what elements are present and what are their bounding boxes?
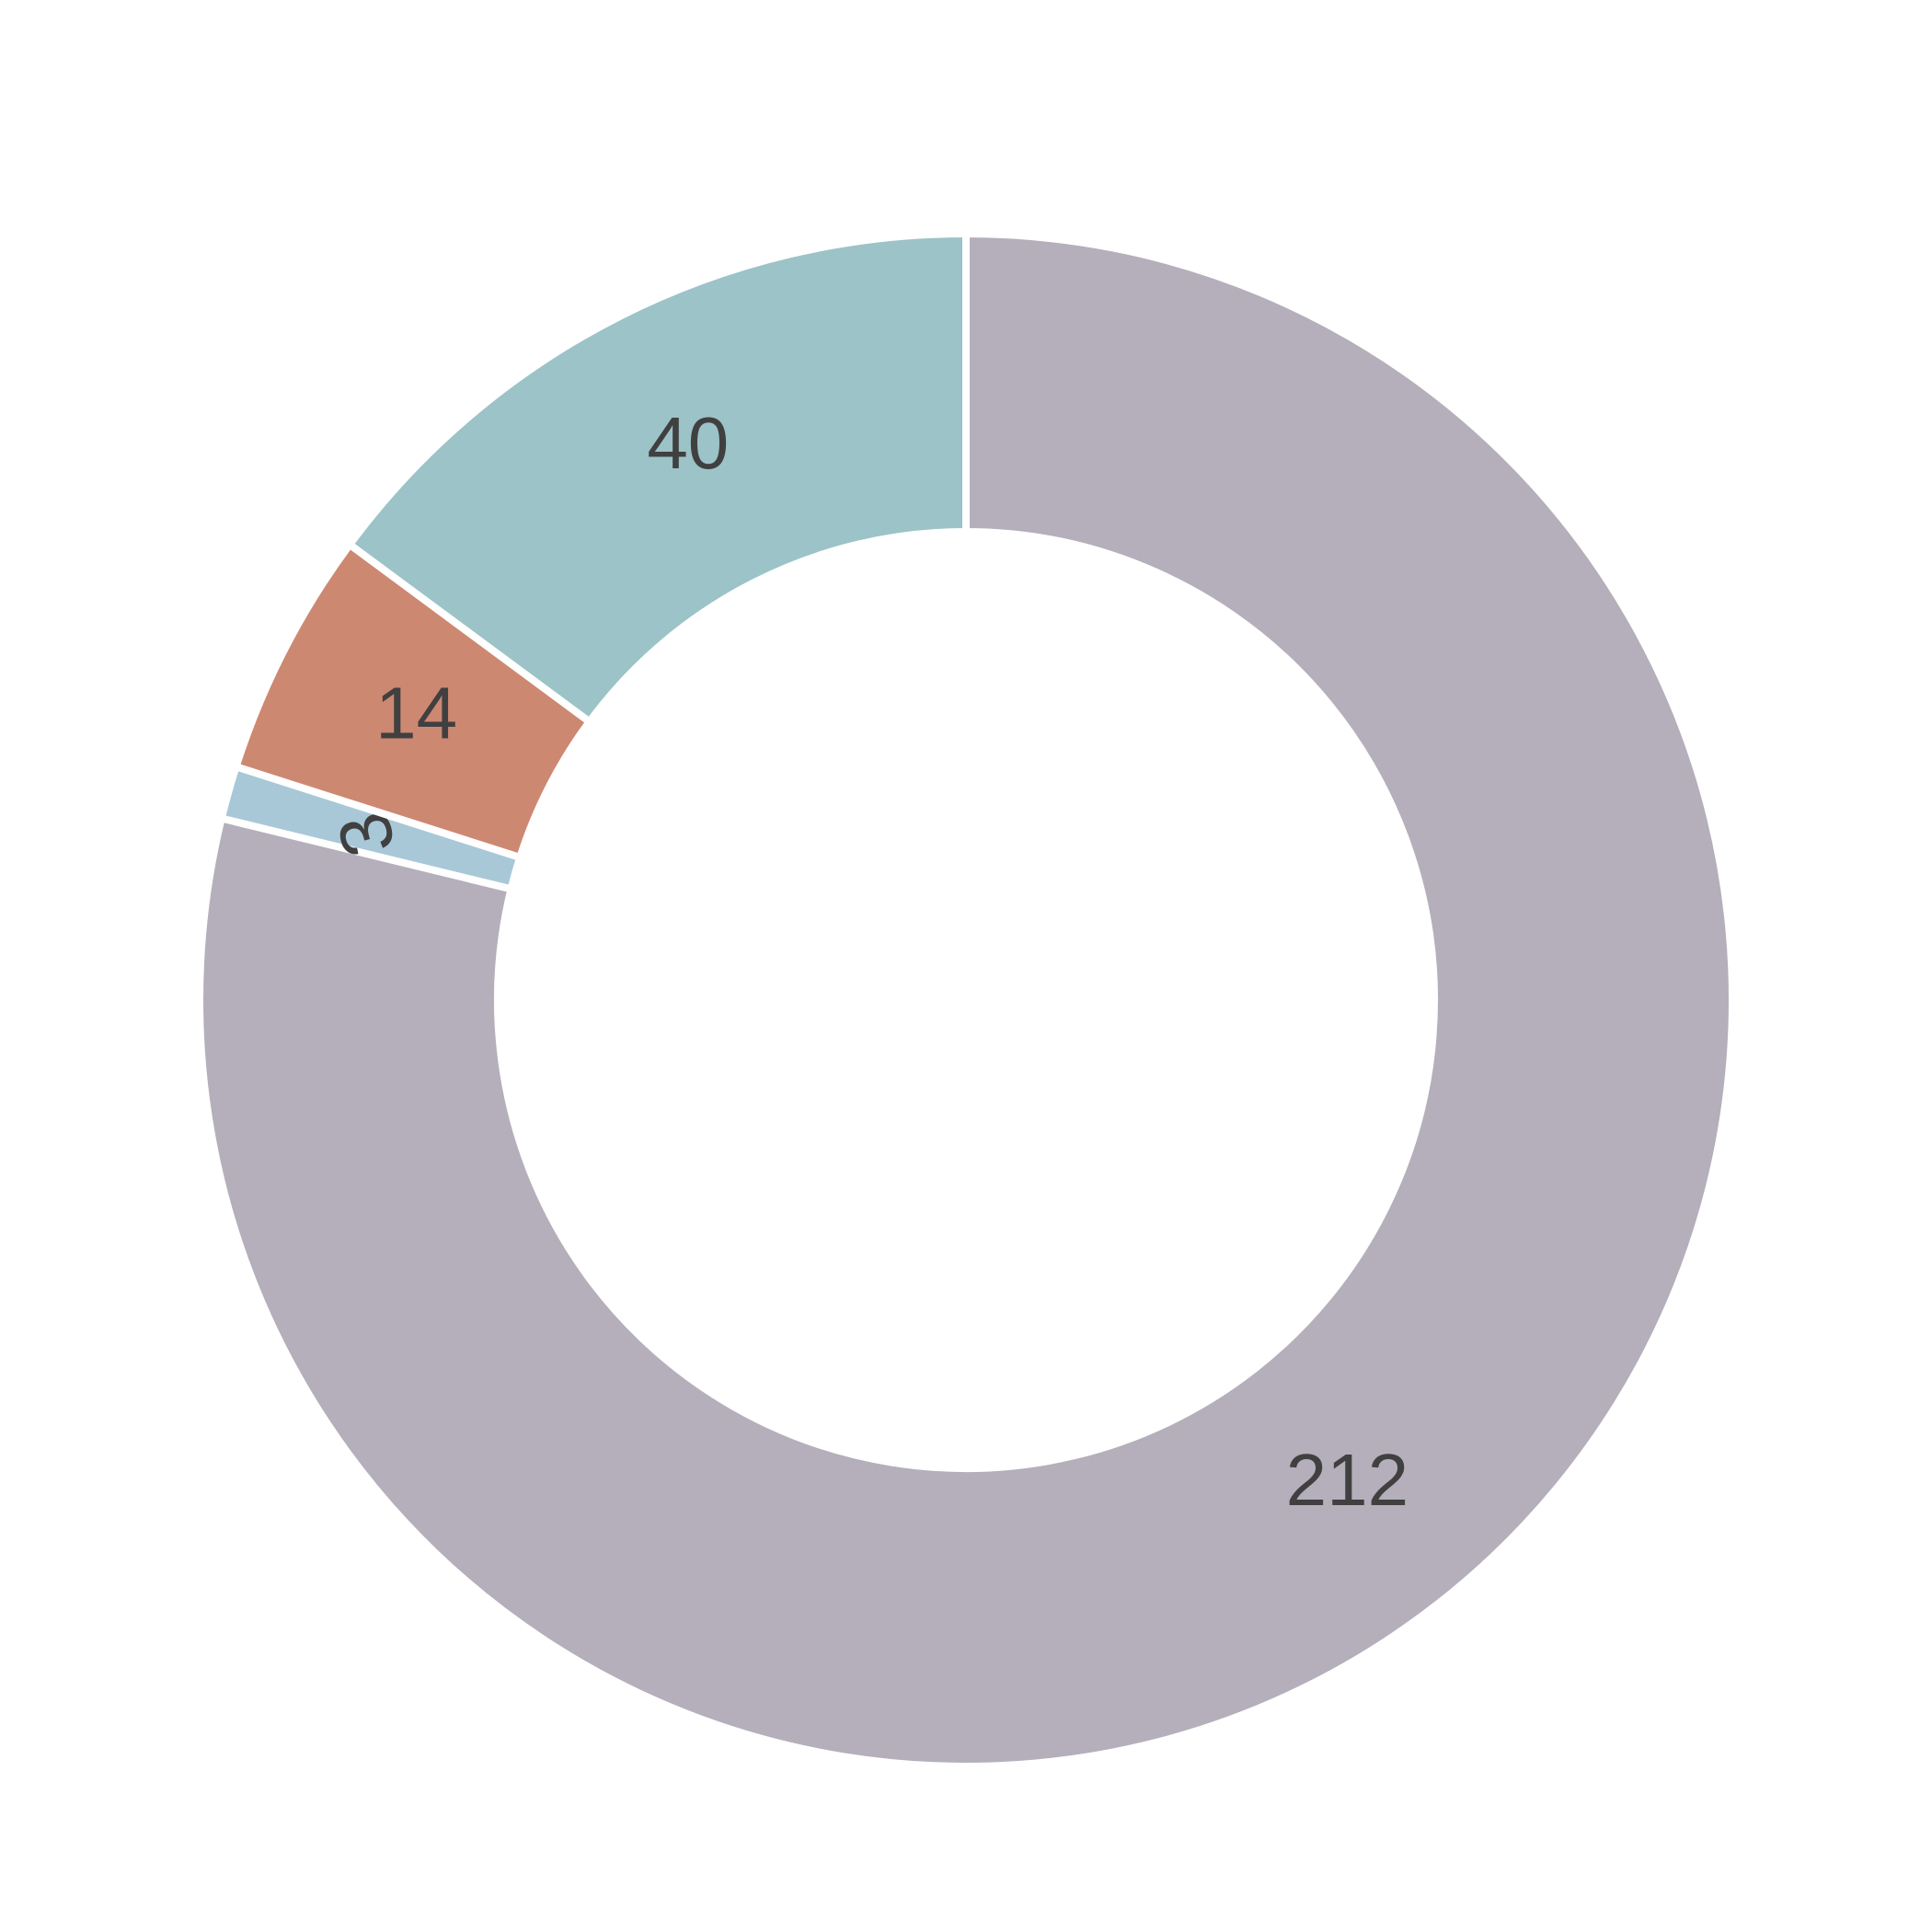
slice	[344, 229, 970, 728]
slice	[196, 229, 1736, 1770]
value-label: 14	[375, 672, 457, 753]
value-label: 40	[647, 402, 729, 484]
value-label: 212	[1286, 1439, 1409, 1521]
